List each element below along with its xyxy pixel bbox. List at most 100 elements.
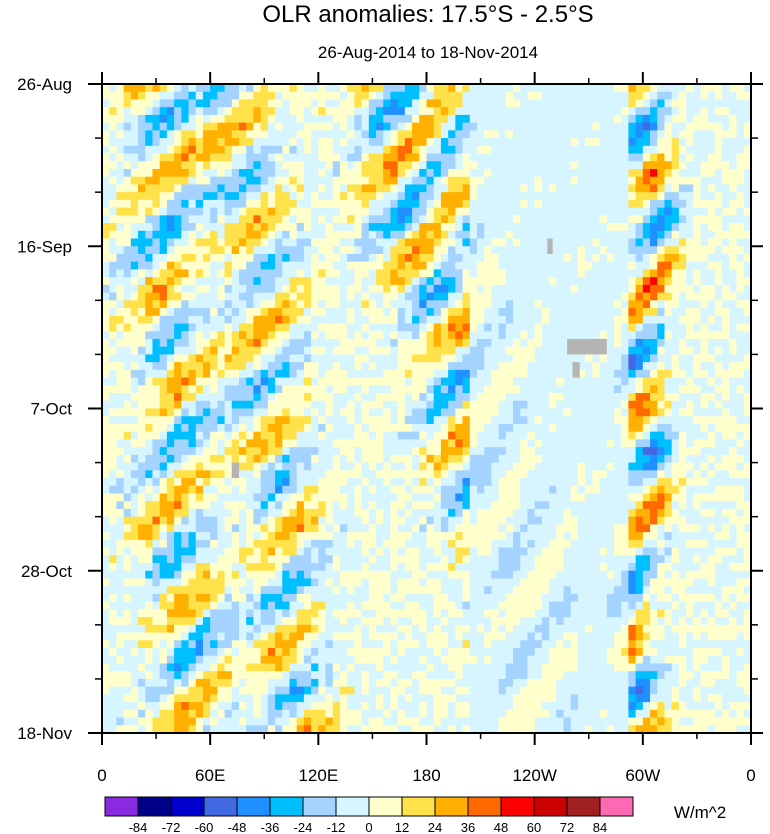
heatmap-cell <box>383 223 391 232</box>
heatmap-cell <box>224 138 233 147</box>
heatmap-cell <box>383 107 391 116</box>
heatmap-cell <box>527 176 536 185</box>
heatmap-cell <box>484 199 492 209</box>
heatmap-cell <box>339 246 348 255</box>
heatmap-cell <box>556 431 564 440</box>
heatmap-cell <box>109 454 117 463</box>
heatmap-cell <box>448 478 456 487</box>
heatmap-cell <box>722 393 730 402</box>
heatmap-cell <box>145 470 153 479</box>
heatmap-cell <box>253 91 262 100</box>
heatmap-cell <box>700 315 709 324</box>
heatmap-cell <box>159 454 168 463</box>
heatmap-cell <box>714 493 723 502</box>
heatmap-cell <box>448 501 456 510</box>
heatmap-cell <box>202 292 211 301</box>
heatmap-cell <box>707 215 716 224</box>
heatmap-cell <box>145 215 153 224</box>
heatmap-cell <box>174 176 182 185</box>
heatmap-cell <box>700 261 709 270</box>
heatmap-cell <box>534 153 543 162</box>
heatmap-cell <box>217 176 225 185</box>
heatmap-cell <box>130 168 139 178</box>
heatmap-cell <box>166 447 175 456</box>
heatmap-cell <box>224 385 233 394</box>
heatmap-cell <box>426 447 435 456</box>
heatmap-cell <box>325 238 334 247</box>
heatmap-cell <box>513 485 521 494</box>
heatmap-cell <box>642 138 651 147</box>
heatmap-cell <box>123 223 132 232</box>
heatmap-cell <box>527 308 536 317</box>
heatmap-cell <box>469 277 478 286</box>
heatmap-cell <box>707 470 716 479</box>
heatmap-cell <box>635 346 644 355</box>
heatmap-cell <box>743 323 752 332</box>
heatmap-cell <box>527 199 536 209</box>
heatmap-cell <box>311 338 319 348</box>
heatmap-cell <box>368 308 377 317</box>
heatmap-cell <box>202 508 211 518</box>
heatmap-cell <box>332 478 341 487</box>
heatmap-cell <box>520 331 528 340</box>
heatmap-cell <box>462 130 471 139</box>
heatmap-cell <box>195 300 204 309</box>
heatmap-cell <box>736 393 745 402</box>
heatmap-cell <box>130 192 139 201</box>
heatmap-cell <box>318 192 326 201</box>
heatmap-cell <box>700 462 709 471</box>
heatmap-cell <box>577 323 586 332</box>
heatmap-cell <box>498 470 507 479</box>
heatmap-cell <box>376 153 384 162</box>
heatmap-cell <box>174 331 182 340</box>
heatmap-cell <box>722 107 730 116</box>
heatmap-cell <box>476 145 485 154</box>
heatmap-cell <box>159 362 168 371</box>
heatmap-cell <box>657 192 665 201</box>
heatmap-cell <box>743 168 752 178</box>
heatmap-cell <box>419 431 427 440</box>
heatmap-cell <box>433 385 442 394</box>
heatmap-cell <box>650 184 658 193</box>
heatmap-cell <box>541 114 550 124</box>
heatmap-cell <box>376 308 384 317</box>
heatmap-cell <box>440 253 449 263</box>
heatmap-cell <box>412 315 420 324</box>
heatmap-cell <box>195 439 204 448</box>
heatmap-cell <box>635 431 644 440</box>
heatmap-cell <box>448 369 456 378</box>
heatmap-cell <box>505 323 514 332</box>
heatmap-cell <box>455 423 463 433</box>
heatmap-cell <box>650 153 658 162</box>
heatmap-cell <box>556 223 564 232</box>
heatmap-cell <box>657 253 665 263</box>
heatmap-cell <box>476 439 485 448</box>
heatmap-cell <box>635 238 644 247</box>
heatmap-cell <box>188 377 197 386</box>
heatmap-cell <box>210 501 218 510</box>
heatmap-cell <box>736 215 745 224</box>
heatmap-cell <box>318 238 326 247</box>
heatmap-cell <box>303 447 312 456</box>
heatmap-cell <box>224 431 233 440</box>
heatmap-cell <box>527 323 536 332</box>
heatmap-cell <box>686 130 694 139</box>
heatmap-cell <box>347 338 355 348</box>
heatmap-cell <box>376 315 384 324</box>
heatmap-cell <box>657 308 665 317</box>
heatmap-cell <box>433 223 442 232</box>
heatmap-cell <box>563 238 572 247</box>
heatmap-cell <box>678 107 687 116</box>
heatmap-cell <box>440 346 449 355</box>
heatmap-cell <box>563 308 572 317</box>
heatmap-cell <box>361 269 370 278</box>
heatmap-cell <box>563 91 572 100</box>
heatmap-cell <box>628 215 637 224</box>
heatmap-cell <box>599 168 608 178</box>
heatmap-cell <box>325 470 334 479</box>
heatmap-cell <box>585 470 593 479</box>
heatmap-cell <box>354 238 362 247</box>
heatmap-cell <box>491 168 500 178</box>
heatmap-cell <box>195 362 204 371</box>
heatmap-cell <box>289 207 298 216</box>
